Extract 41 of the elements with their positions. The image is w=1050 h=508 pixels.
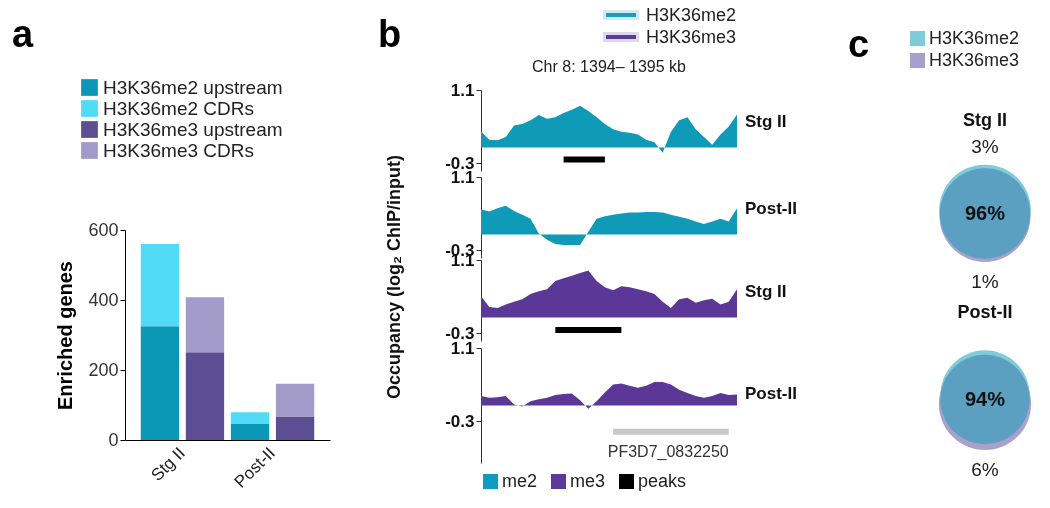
category-label: H3K36me3 <box>929 49 1020 71</box>
y-axis-title: Occupancy (log₂ ChIP/input) <box>384 153 405 401</box>
chart-title: Chr 8: 1394– 1395 kb <box>532 58 687 75</box>
y-tick-label: 1.1 <box>450 80 475 100</box>
legend-label: H3K36me2 upstream <box>103 76 283 98</box>
text: Post-II <box>957 302 1013 322</box>
bar <box>140 244 180 327</box>
data-label: 3% <box>971 135 999 157</box>
y2-axis-title: Stg II <box>745 112 787 132</box>
category-label: H3K36me2 <box>646 4 737 26</box>
bar <box>185 352 225 440</box>
y-tick-label: 200 <box>88 359 119 380</box>
text: b <box>378 13 402 55</box>
text: a <box>12 13 34 55</box>
bar <box>140 326 180 440</box>
category-label: me3 <box>570 470 606 492</box>
series-label: PF3D7_0832250 <box>607 442 729 461</box>
bar <box>185 297 225 353</box>
category-label: peaks <box>638 470 687 492</box>
y2-axis-title: Post-II <box>745 384 797 403</box>
category-label: H3K36me3 <box>646 26 737 48</box>
bar <box>230 412 270 424</box>
y-tick-label: 400 <box>88 289 119 310</box>
data-label: 1% <box>971 270 999 292</box>
y-tick-label: -0.3 <box>445 411 475 431</box>
legend-label: H3K36me3 CDRs <box>103 139 254 161</box>
y2-axis-title: Post-II <box>745 199 797 219</box>
text: Stg II <box>963 109 1007 130</box>
text: c <box>848 23 870 65</box>
legend-label: H3K36me3 upstream <box>103 118 283 140</box>
bar <box>275 416 315 440</box>
y-tick-label: 0 <box>108 429 119 450</box>
y2-axis-title: Stg II <box>745 282 787 302</box>
data-label: 6% <box>971 459 999 481</box>
legend-label: H3K36me2 CDRs <box>103 97 254 119</box>
bar <box>230 423 270 440</box>
category-label: H3K36me2 <box>929 27 1020 49</box>
y-axis-title: Enriched genes <box>54 261 77 410</box>
y-tick-label: 600 <box>88 219 119 240</box>
bar <box>275 383 315 417</box>
category-label: me2 <box>502 470 538 492</box>
